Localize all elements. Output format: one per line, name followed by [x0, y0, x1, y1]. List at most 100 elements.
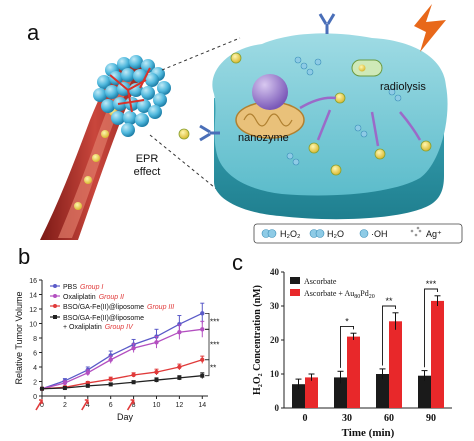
b-data-point [154, 340, 159, 345]
b-data-point [131, 372, 136, 378]
b-series-2 [39, 355, 205, 391]
process-arrows [299, 96, 422, 147]
b-x-tick-label: 14 [198, 402, 206, 409]
panel-label-a: a [27, 20, 40, 45]
c-significance-label: ** [385, 296, 393, 306]
b-legend-label: BSO/GA-Fe(II)@liposome Group III [63, 304, 174, 311]
b-y-tick-label: 14 [29, 293, 37, 300]
b-data-point [154, 378, 159, 383]
b-legend-label: BSO/GA-Fe(II)@liposome [63, 315, 144, 322]
c-bar [431, 300, 444, 408]
injection-arrow [35, 399, 43, 411]
b-series-line [41, 328, 203, 390]
c-legend-label: Ascorbate + Au80Pd20 [304, 289, 375, 300]
b-series-line [41, 375, 203, 390]
b-legend-group: Group II [99, 294, 124, 301]
b-data-point [62, 386, 67, 391]
c-legend-subscript: 20 [369, 294, 375, 300]
c-significance-label: *** [426, 279, 437, 289]
h2o2-molecule-icon [261, 229, 277, 238]
b-data-point [85, 367, 90, 373]
b-data-point [85, 370, 90, 375]
c-y-tick-label: 10 [270, 369, 280, 379]
b-legend-marker [53, 315, 57, 319]
b-x-tick-label: 10 [153, 402, 161, 409]
vessel-nanoparticles [74, 108, 117, 210]
c-bar [292, 384, 305, 408]
b-data-point [62, 380, 68, 386]
b-y-tick-label: 4 [33, 365, 37, 372]
b-significance-bracket [205, 359, 210, 377]
c-x-tick-label: 30 [342, 413, 352, 424]
h2o-molecule-icon [309, 229, 325, 238]
b-legend-label: Oxaliplatin Group II [63, 294, 124, 301]
legend-label-oh: ·OH [371, 229, 388, 239]
zoom-line-top [161, 37, 241, 71]
radiolysis-label: radiolysis [380, 81, 426, 93]
tumor-cluster-icon [93, 55, 171, 137]
liposome-icon [351, 59, 383, 77]
legend-label-ag: Ag⁺ [426, 229, 442, 239]
b-data-point [154, 334, 159, 339]
species-legend-box [253, 223, 463, 244]
c-y-tick-label: 30 [270, 301, 280, 311]
c-legend-label-part: Pd [360, 289, 368, 298]
receptor-icon [199, 13, 336, 142]
b-y-tick-label: 12 [29, 307, 37, 314]
b-y-tick-label: 16 [29, 278, 37, 285]
b-series-0 [39, 302, 205, 391]
b-data-point [200, 357, 205, 362]
b-legend-marker [53, 304, 57, 308]
b-data-point [39, 386, 45, 391]
c-x-tick-label: 0 [303, 413, 308, 424]
injection-arrow [126, 399, 135, 411]
b-x-tick-label: 12 [175, 402, 183, 409]
b-data-point [85, 380, 90, 386]
b-data-point [177, 330, 182, 335]
b-data-point [200, 311, 205, 316]
illustration-panel: EPR effect [40, 4, 463, 244]
c-bar [334, 377, 347, 408]
legend-label-h2o2: H₂O₂ [280, 229, 301, 239]
c-bar [376, 374, 389, 408]
c-legend-swatch [290, 277, 300, 284]
b-x-tick-label: 4 [86, 402, 90, 409]
b-data-point [200, 327, 205, 332]
b-significance-bracket [205, 312, 210, 330]
b-data-point [39, 386, 45, 391]
molecule-dots [286, 56, 402, 166]
b-data-point [108, 357, 113, 362]
b-data-point [177, 364, 182, 370]
b-significance-label: *** [210, 317, 219, 326]
b-legend-marker [53, 284, 57, 288]
b-data-point [200, 373, 205, 378]
b-y-tick-label: 8 [33, 336, 37, 343]
panel-label-b: b [18, 244, 31, 269]
b-significance-bracket [205, 328, 210, 361]
c-y-axis-label: H₂O₂ Concentration (nM) [252, 285, 263, 395]
b-y-tick-label: 2 [33, 380, 37, 387]
b-data-point [177, 322, 182, 327]
b-x-axis-label: Day [117, 412, 134, 422]
lightning-icon [414, 4, 446, 52]
c-y-tick-label: 0 [275, 403, 280, 413]
b-data-point [62, 378, 68, 383]
c-significance-bracket [340, 325, 354, 368]
b-series-line [41, 312, 203, 390]
c-y-tick-label: 40 [270, 267, 280, 277]
b-data-point [177, 375, 182, 380]
b-data-point [131, 380, 136, 385]
b-series-3 [40, 372, 205, 391]
b-series-line [41, 359, 203, 390]
b-legend-group: Group IV [105, 324, 134, 331]
cell-nanoparticles [178, 52, 432, 176]
b-legend-group: Group I [80, 284, 103, 291]
panel-label-c: c [232, 250, 243, 275]
b-data-point [39, 386, 45, 391]
silver-ion-icon [410, 226, 422, 237]
b-x-tick-label: 2 [63, 402, 67, 409]
c-bar [418, 375, 431, 408]
c-significance-bracket [382, 305, 396, 366]
c-y-tick-label: 20 [270, 335, 280, 345]
b-data-point [62, 385, 68, 390]
